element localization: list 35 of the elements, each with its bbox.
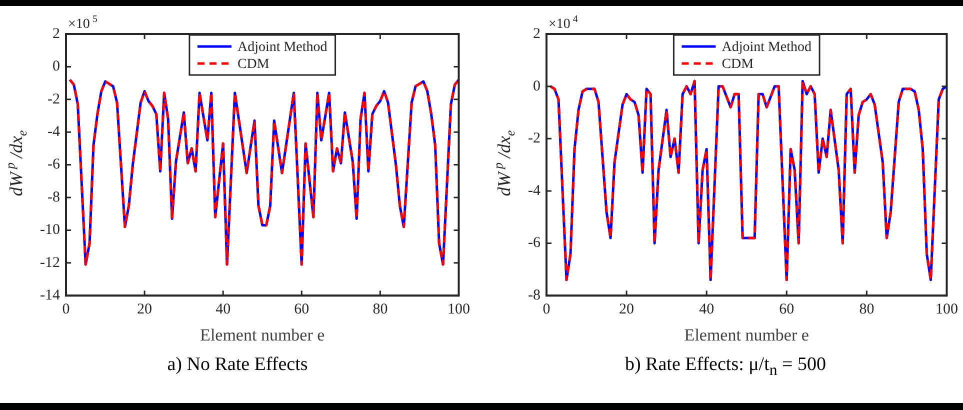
x-tick-label: 60 xyxy=(294,302,310,318)
y-tick-label: -8 xyxy=(47,189,60,206)
x-tick-label: 20 xyxy=(619,302,634,318)
x-tick-label: 80 xyxy=(372,302,388,318)
x-tick-label: 100 xyxy=(936,302,958,318)
y-tick-label: -10 xyxy=(40,222,60,238)
y-tick-label: -2 xyxy=(528,130,540,147)
legend-label: CDM xyxy=(237,57,270,72)
y-tick-label: -6 xyxy=(47,156,60,173)
y-tick-label: -2 xyxy=(47,91,60,108)
x-tick-label: 40 xyxy=(699,302,714,318)
y-tick-label: 0 xyxy=(532,78,540,94)
legend-label: CDM xyxy=(722,57,754,72)
y-axis-title: dWp /dxe xyxy=(490,130,518,196)
text: b) Rate Effects: μ/t$_{n}$ = 500 xyxy=(624,354,827,380)
y-axis-title: dWp /dxe xyxy=(2,130,30,196)
y-tick-label: -4 xyxy=(528,182,541,199)
x-tick-label: 60 xyxy=(779,302,794,318)
legend-label: Adjoint Method xyxy=(237,40,328,56)
y-tick-label: -6 xyxy=(528,235,541,252)
x-axis-title: Element number e xyxy=(684,325,809,344)
x-tick-label: 20 xyxy=(137,302,152,318)
x-tick-label: 80 xyxy=(859,302,874,318)
text: a) No Rate Effects xyxy=(166,354,309,376)
y-tick-label: -8 xyxy=(528,288,540,304)
x-axis-title: Element number e xyxy=(200,325,325,344)
y-tick-label: 2 xyxy=(532,26,540,42)
y-tick-label: 0 xyxy=(52,58,60,75)
y-tick-label: 2 xyxy=(52,26,60,42)
y-tick-label: -4 xyxy=(47,124,60,140)
y-tick-label: -12 xyxy=(40,254,60,271)
x-tick-label: 100 xyxy=(448,302,470,318)
legend-label: Adjoint Method xyxy=(722,40,812,56)
x-tick-label: 40 xyxy=(216,302,231,318)
y-tick-label: -14 xyxy=(40,288,60,304)
